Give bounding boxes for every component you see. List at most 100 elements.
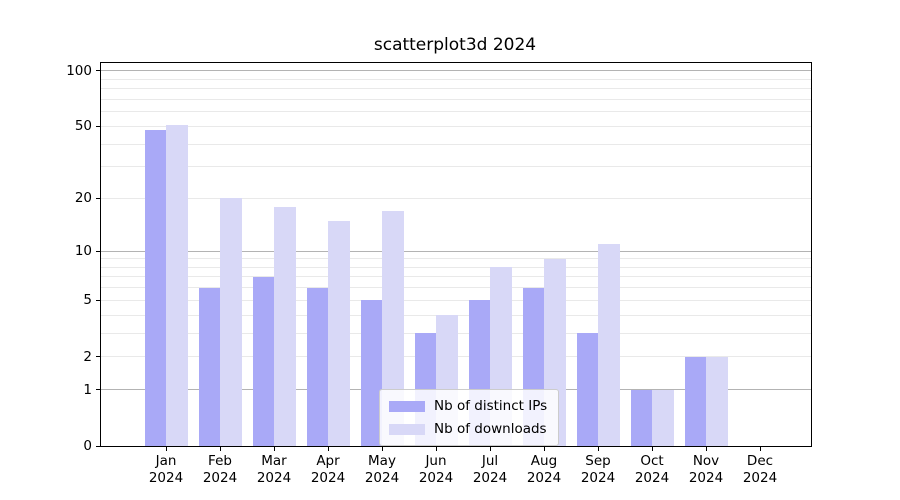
bar-distinct-ips (576, 333, 598, 446)
y-tick-mark (96, 197, 100, 199)
x-tick-mark (759, 447, 761, 451)
y-tick-mark (96, 70, 100, 72)
x-tick-year: 2024 (418, 470, 454, 486)
legend-entry-distinct-ips: Nb of distinct IPs (389, 398, 547, 414)
x-tick-month: Jul (481, 453, 499, 469)
x-tick-month: Nov (692, 453, 720, 469)
x-tick-year: 2024 (202, 470, 238, 486)
bar-distinct-ips (252, 276, 274, 446)
bar-distinct-ips (360, 300, 382, 446)
gridline-major (101, 250, 811, 252)
x-tick-mark (543, 447, 545, 451)
x-tick-label: Jul 2024 (473, 453, 507, 487)
bar-downloads (382, 211, 404, 446)
x-tick-label: Dec 2024 (743, 453, 777, 487)
gridline-minor (101, 299, 811, 301)
x-tick-year: 2024 (364, 470, 400, 486)
x-tick-label: Oct 2024 (635, 453, 669, 487)
y-tick-label: 2 (83, 348, 92, 365)
y-tick-label: 50 (74, 118, 92, 135)
gridline-minor (101, 111, 811, 113)
x-tick-year: 2024 (742, 470, 778, 486)
x-tick-month: Feb (208, 453, 232, 469)
gridline-minor (101, 143, 811, 145)
x-tick-month: Dec (746, 453, 774, 469)
gridline-major (101, 70, 811, 72)
x-tick-month: Apr (316, 453, 340, 469)
gridline-minor (101, 88, 811, 90)
x-tick-month: Oct (640, 453, 664, 469)
x-tick-month: Aug (530, 453, 558, 469)
gridline-minor (101, 266, 811, 268)
x-tick-mark (489, 447, 491, 451)
y-tick-mark (96, 250, 100, 252)
x-tick-label: Jan 2024 (149, 453, 183, 487)
bar-downloads (274, 206, 296, 446)
y-tick-label: 1 (83, 381, 92, 398)
bar-distinct-ips (306, 287, 328, 446)
x-tick-label: Sep 2024 (581, 453, 615, 487)
x-tick-mark (327, 447, 329, 451)
x-tick-mark (705, 447, 707, 451)
y-tick-label: 5 (83, 292, 92, 309)
x-tick-label: Feb 2024 (203, 453, 237, 487)
x-tick-mark (273, 447, 275, 451)
y-tick-mark (96, 299, 100, 301)
bar-downloads (328, 220, 350, 446)
gridline-minor (101, 98, 811, 100)
legend-entry-downloads: Nb of downloads (389, 421, 547, 437)
bar-distinct-ips (144, 129, 166, 446)
x-tick-mark (597, 447, 599, 451)
legend-label-downloads: Nb of downloads (434, 421, 547, 437)
x-tick-year: 2024 (310, 470, 346, 486)
x-tick-month: Jun (425, 453, 447, 469)
gridline-minor (101, 78, 811, 80)
x-tick-mark (165, 447, 167, 451)
x-tick-year: 2024 (634, 470, 670, 486)
x-tick-label: Mar 2024 (257, 453, 291, 487)
x-tick-month: Jan (155, 453, 177, 469)
x-tick-mark (435, 447, 437, 451)
x-tick-month: Sep (585, 453, 611, 469)
gridline-minor (101, 258, 811, 260)
y-tick-mark (96, 445, 100, 447)
gridline-minor (101, 276, 811, 278)
legend-swatch-downloads (389, 423, 425, 435)
x-tick-label: May 2024 (365, 453, 399, 487)
legend-swatch-distinct-ips (389, 400, 425, 412)
x-tick-mark (219, 447, 221, 451)
x-tick-mark (381, 447, 383, 451)
bar-downloads (652, 389, 674, 446)
y-tick-label: 100 (66, 62, 92, 79)
x-tick-label: Jun 2024 (419, 453, 453, 487)
y-tick-label: 10 (74, 243, 92, 260)
y-tick-mark (96, 356, 100, 358)
x-tick-year: 2024 (148, 470, 184, 486)
gridline-minor (101, 166, 811, 168)
x-tick-year: 2024 (256, 470, 292, 486)
chart-title: scatterplot3d 2024 (373, 35, 537, 55)
gridline-minor (101, 287, 811, 289)
y-tick-label: 0 (83, 438, 92, 454)
x-tick-label: Aug 2024 (527, 453, 561, 487)
gridline-minor (101, 125, 811, 127)
x-tick-year: 2024 (688, 470, 724, 486)
x-tick-label: Apr 2024 (311, 453, 345, 487)
legend-label-distinct-ips: Nb of distinct IPs (434, 398, 548, 414)
x-tick-mark (651, 447, 653, 451)
y-tick-mark (96, 125, 100, 127)
x-tick-label: Nov 2024 (689, 453, 723, 487)
gridline-minor (101, 197, 811, 199)
bar-distinct-ips (630, 389, 652, 446)
x-tick-year: 2024 (472, 470, 508, 486)
bar-downloads (220, 198, 242, 446)
y-tick-label: 20 (74, 190, 92, 207)
x-tick-year: 2024 (526, 470, 562, 486)
x-tick-month: May (368, 453, 396, 469)
x-tick-month: Mar (261, 453, 287, 469)
bar-distinct-ips (198, 287, 220, 446)
plot-area: Nb of distinct IPs Nb of downloads 0 1 2 5 1… (66, 62, 812, 486)
x-tick-year: 2024 (580, 470, 616, 486)
bar-downloads (598, 243, 620, 446)
